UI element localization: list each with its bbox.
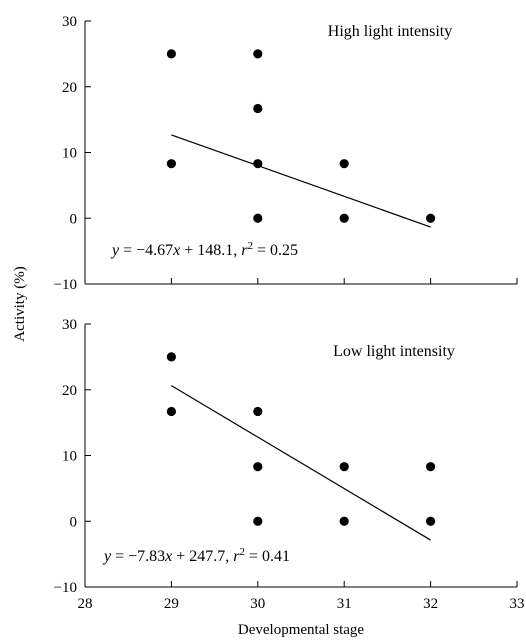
y-tick-label: 10 [62, 449, 77, 465]
data-point [339, 462, 349, 472]
data-point [166, 49, 176, 59]
equation-part-r2: = 0.25 [253, 242, 298, 259]
equation-part-rhs: = −4.67 [119, 242, 173, 259]
x-tick-label: 29 [164, 596, 179, 612]
data-point [166, 352, 176, 362]
equation-part-x: x [164, 548, 172, 565]
equation-part-x: x [172, 242, 180, 259]
x-tick-label: 31 [337, 596, 352, 612]
data-point [339, 516, 349, 526]
y-tick-label: 30 [62, 14, 77, 30]
regression-line [171, 134, 431, 228]
equation-part-tail: + 148.1, [180, 242, 241, 259]
panel-low-light: −10 0 10 20 30 Low light intensity y = −7.83x … [54, 317, 518, 596]
x-tick-label: 33 [510, 596, 525, 612]
x-tick-label: 30 [250, 596, 265, 612]
y-tick-label: 0 [70, 211, 78, 227]
y-tick-label: 20 [62, 80, 77, 96]
x-tick-label: 28 [78, 596, 93, 612]
y-axis-title-group: Activity (%) [12, 266, 28, 341]
data-point [253, 49, 263, 59]
data-point [339, 159, 349, 169]
equation-part-y: y [102, 548, 112, 565]
data-point [426, 516, 436, 526]
equation-part-rhs: = −7.83 [111, 548, 165, 565]
equation-part-r: r [241, 242, 248, 259]
x-tick-label: 32 [423, 596, 438, 612]
data-point [253, 462, 263, 472]
equation-part-r: r [233, 548, 240, 565]
regression-line [171, 385, 431, 541]
equation-part-sup: 2 [240, 546, 246, 558]
data-point [253, 516, 263, 526]
y-axis-title: Activity (%) [12, 266, 28, 341]
equation-part-r2: = 0.41 [245, 548, 290, 565]
y-tick-label: 20 [62, 383, 77, 399]
regression-equation: y = −4.67x + 148.1, r2 = 0.25 [110, 240, 298, 259]
panel-high-light: −10 0 10 20 30 High light intensity y = −4.67x… [54, 14, 518, 293]
panel-title: High light intensity [328, 23, 452, 40]
y-tick-label: 30 [62, 317, 77, 333]
data-point [426, 462, 436, 472]
panel-title: Low light intensity [333, 343, 455, 360]
x-axis-title-group: 28 29 30 31 32 33 Developmental stage [78, 596, 525, 638]
equation-part-sup: 2 [248, 240, 254, 252]
equation-part-y: y [110, 242, 120, 259]
y-tick-label: 0 [70, 514, 78, 530]
data-point [426, 213, 436, 223]
data-point [253, 406, 263, 417]
data-point [166, 406, 176, 417]
data-point [253, 103, 263, 114]
data-point [166, 159, 176, 169]
y-tick-label: 10 [62, 146, 77, 162]
regression-equation: y = −7.83x + 247.7, r2 = 0.41 [102, 546, 290, 565]
y-tick-label: −10 [54, 277, 77, 293]
y-tick-label: −10 [54, 580, 77, 596]
data-point [253, 213, 263, 223]
x-axis-title: Developmental stage [238, 622, 365, 638]
data-point [339, 213, 349, 223]
equation-part-tail: + 247.7, [172, 548, 233, 565]
